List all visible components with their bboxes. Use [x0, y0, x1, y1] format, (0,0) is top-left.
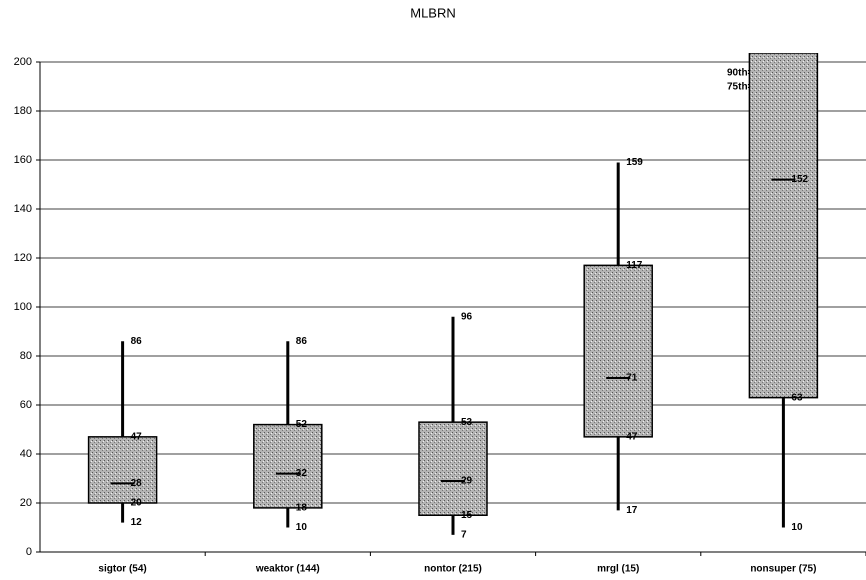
y-tick-label: 140: [14, 203, 32, 215]
value-label: 53: [461, 417, 473, 428]
y-tick-label: 40: [20, 448, 32, 460]
x-tick-label: sigtor (54): [98, 564, 146, 575]
value-label: 10: [791, 522, 803, 533]
y-tick-label: 60: [20, 399, 32, 411]
value-label: 18: [296, 503, 308, 514]
y-tick-label: 160: [14, 154, 32, 166]
value-label: 20: [131, 498, 143, 509]
y-tick-label: 200: [14, 56, 32, 68]
value-label: 159: [626, 157, 643, 168]
y-tick-label: 0: [26, 546, 32, 558]
value-label: 32: [296, 468, 308, 479]
value-label: 7: [461, 529, 467, 540]
value-label: 152: [791, 174, 808, 185]
value-label: 52: [296, 419, 308, 430]
value-label: 12: [131, 517, 143, 528]
value-label: 117: [626, 260, 643, 271]
value-label: 86: [131, 336, 143, 347]
value-label: 17: [626, 505, 638, 516]
value-label: 47: [626, 431, 638, 442]
value-label: 71: [626, 373, 638, 384]
plot-area: [87, 53, 819, 535]
chart-title: MLBRN: [410, 5, 456, 20]
box: [418, 421, 488, 516]
y-tick-label: 180: [14, 105, 32, 117]
value-label: 29: [461, 476, 473, 487]
value-label: 28: [131, 478, 143, 489]
value-label: 86: [296, 336, 308, 347]
value-label: 15: [461, 510, 473, 521]
y-tick-label: 100: [14, 301, 32, 313]
x-tick-label: weaktor (144): [255, 564, 320, 575]
box: [87, 436, 158, 504]
box: [748, 53, 819, 399]
y-tick-label: 80: [20, 350, 32, 362]
value-label: 47: [131, 431, 143, 442]
value-label: 96: [461, 311, 473, 322]
x-tick-label: nonsuper (75): [750, 564, 816, 575]
y-tick-label: 120: [14, 252, 32, 264]
value-label: 63: [791, 392, 803, 403]
x-tick-label: mrgl (15): [597, 564, 639, 575]
box: [253, 423, 323, 509]
box: [583, 264, 653, 438]
x-tick-label: nontor (215): [424, 564, 482, 575]
value-label: 10: [296, 522, 308, 533]
y-tick-label: 20: [20, 497, 32, 509]
